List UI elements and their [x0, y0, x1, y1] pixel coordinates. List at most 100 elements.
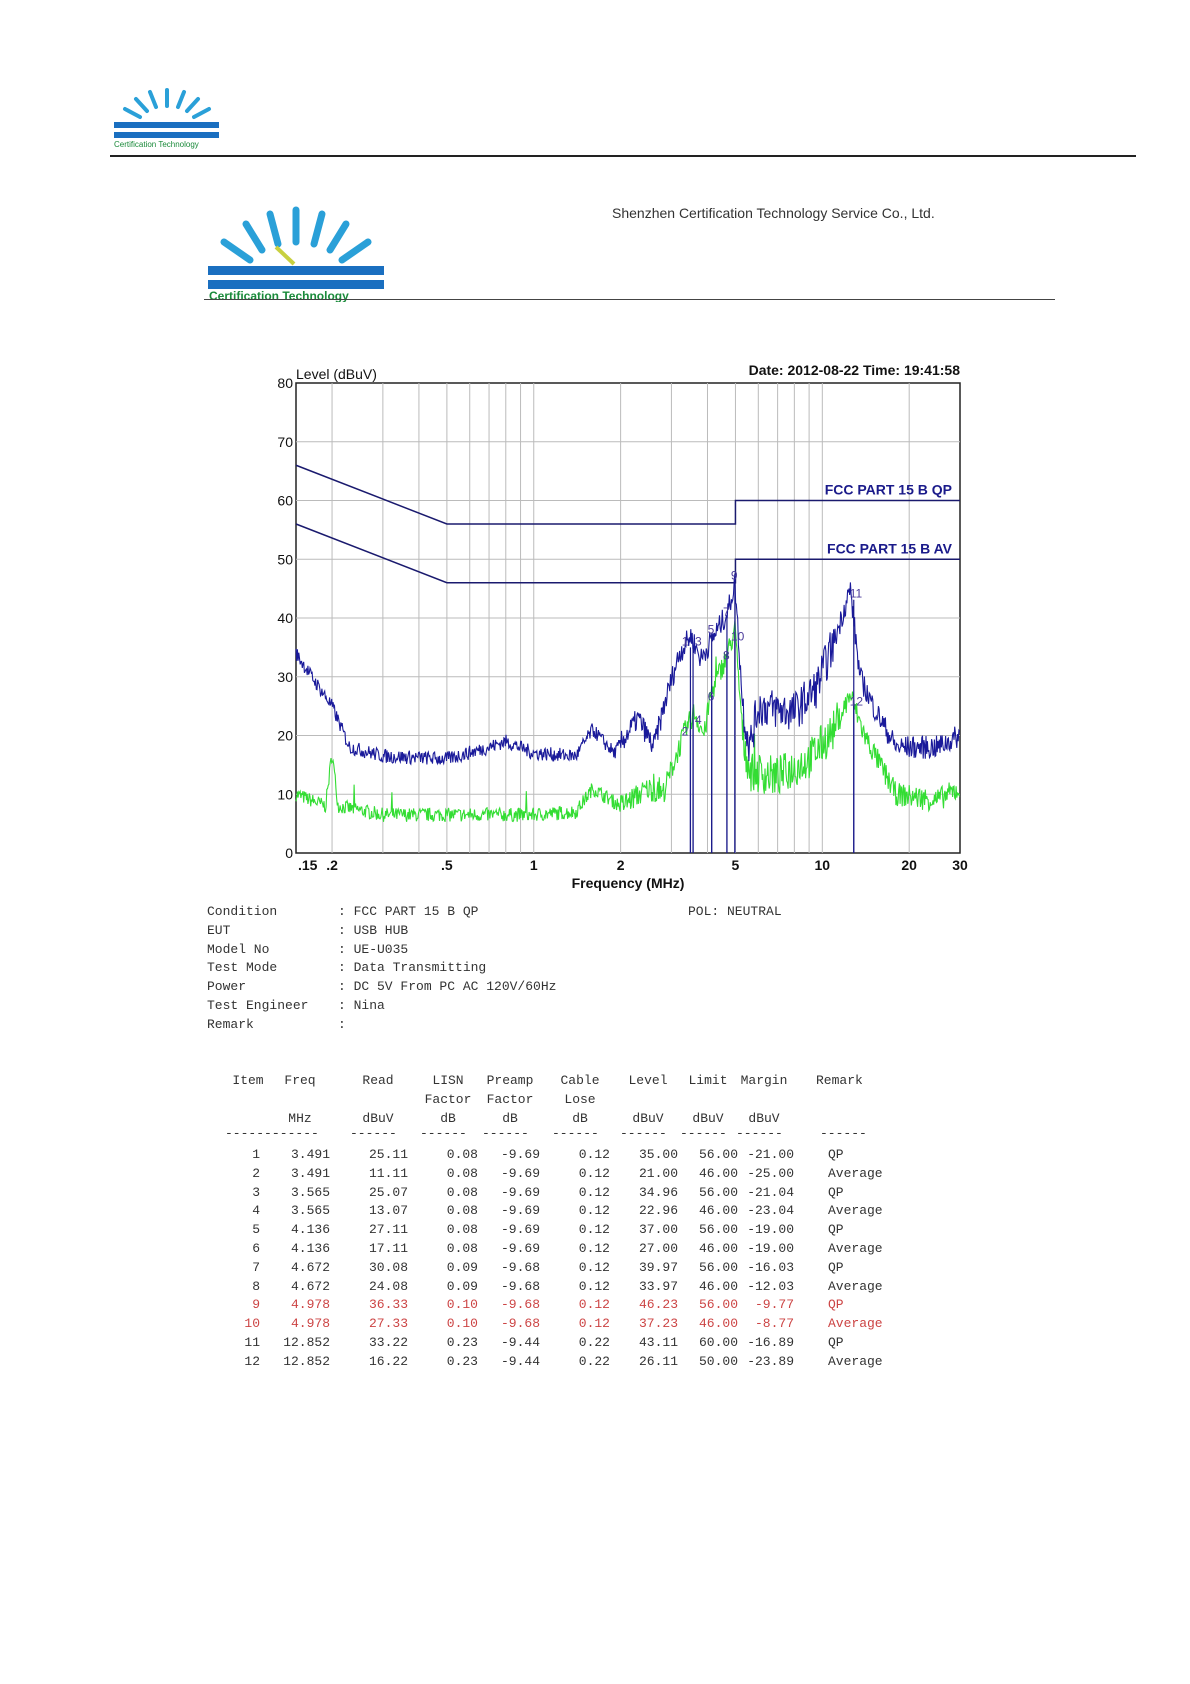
x-tick-label: 2 — [617, 857, 625, 873]
limit-label: FCC PART 15 B AV — [827, 540, 953, 556]
table-cell: 56.00 — [698, 1297, 738, 1313]
table-cell: QP — [828, 1297, 844, 1313]
table-header: Cable — [560, 1073, 600, 1088]
table-cell: 27.00 — [638, 1241, 678, 1256]
table-cell: 30.08 — [368, 1259, 408, 1275]
table-cell: -19.00 — [747, 1241, 794, 1256]
table-header: Preamp — [486, 1073, 534, 1088]
table-cell: 0.12 — [578, 1165, 610, 1181]
table-cell: -21.04 — [747, 1184, 794, 1200]
marker-label: 10 — [731, 629, 745, 643]
table-cell: -9.69 — [500, 1203, 540, 1219]
table-cell: 0.12 — [578, 1259, 610, 1275]
table-cell: 4.672 — [290, 1278, 330, 1294]
table-cell: 43.11 — [638, 1335, 678, 1350]
table-cell: 4.136 — [290, 1241, 330, 1256]
table-cell: 0.08 — [446, 1147, 478, 1162]
table-cell: 0.12 — [578, 1184, 610, 1200]
info-row: Condition : FCC PART 15 B QP — [207, 904, 707, 923]
info-value: : DC 5V From PC AC 120V/60Hz — [338, 979, 557, 995]
marker-label: 12 — [850, 695, 864, 709]
table-cell: 0.12 — [578, 1147, 610, 1162]
table-cell: -9.69 — [500, 1222, 540, 1238]
header-rule: ------ — [420, 1126, 467, 1141]
info-value: : — [338, 1016, 346, 1032]
table-cell: Average — [828, 1353, 883, 1369]
table-cell: -23.89 — [747, 1353, 794, 1369]
x-tick-label: 10 — [815, 857, 831, 873]
table-cell: Average — [828, 1278, 883, 1294]
table-cell: -19.00 — [747, 1222, 794, 1238]
info-value: : USB HUB — [338, 922, 409, 938]
table-cell: 0.23 — [446, 1335, 478, 1350]
table-cell: 8 — [252, 1278, 260, 1294]
table-cell: 3.491 — [290, 1147, 330, 1162]
table-cell: 22.96 — [638, 1203, 678, 1219]
table-cell: 1 — [252, 1147, 260, 1162]
info-key: Condition — [207, 904, 325, 919]
table-cell: -9.69 — [500, 1241, 540, 1256]
table-cell: 12.852 — [283, 1335, 330, 1350]
table-cell: 0.12 — [578, 1278, 610, 1294]
table-header: LISN — [432, 1073, 464, 1088]
table-cell: 4 — [252, 1203, 260, 1219]
table-cell: 24.08 — [368, 1278, 408, 1294]
table-cell: 56.00 — [698, 1184, 738, 1200]
table-header: Freq — [284, 1073, 316, 1088]
table-header: Limit — [688, 1073, 728, 1088]
table-cell: 0.10 — [446, 1316, 478, 1332]
table-cell: 27.11 — [368, 1222, 408, 1238]
table-cell: 11 — [244, 1335, 260, 1350]
table-cell: 0.08 — [446, 1241, 478, 1256]
table-cell: 56.00 — [698, 1222, 738, 1238]
table-cell: 46.00 — [698, 1165, 738, 1181]
info-row: Test Mode : Data Transmitting — [207, 960, 707, 979]
table-cell: 34.96 — [638, 1184, 678, 1200]
table-cell: 4.672 — [290, 1259, 330, 1275]
info-value: : FCC PART 15 B QP — [338, 904, 479, 919]
table-header: dB — [440, 1110, 456, 1126]
table-cell: -9.68 — [500, 1278, 540, 1294]
info-value: : UE-U035 — [338, 941, 409, 957]
table-header: dBuV — [362, 1110, 394, 1126]
x-tick-label: 20 — [901, 857, 917, 873]
table-cell: 0.08 — [446, 1203, 478, 1219]
table-cell: 4.136 — [290, 1222, 330, 1238]
table-cell: 0.22 — [578, 1353, 610, 1369]
table-cell: 46.00 — [698, 1278, 738, 1294]
table-cell: -9.69 — [500, 1184, 540, 1200]
table-cell: 33.97 — [638, 1278, 678, 1294]
table-cell: Average — [828, 1241, 883, 1256]
table-cell: 0.12 — [578, 1222, 610, 1238]
header-rule: ------ — [272, 1126, 319, 1141]
table-cell: 0.09 — [446, 1259, 478, 1275]
header-rule: ------ — [482, 1126, 529, 1141]
header-rule: ------ — [350, 1126, 397, 1141]
table-cell: 0.09 — [446, 1278, 478, 1294]
x-tick-label: 5 — [732, 857, 740, 873]
company-divider — [204, 299, 1055, 300]
table-cell: -12.03 — [747, 1278, 794, 1294]
table-header: Read — [362, 1073, 394, 1088]
info-key: EUT — [207, 922, 325, 938]
info-key: Remark — [207, 1016, 325, 1032]
table-header: Lose — [564, 1091, 596, 1107]
table-cell: 27.33 — [368, 1316, 408, 1332]
table-cell: 25.07 — [368, 1184, 408, 1200]
table-header: Item — [232, 1073, 264, 1088]
table-cell: 3.491 — [290, 1165, 330, 1181]
table-cell: 0.12 — [578, 1241, 610, 1256]
info-key: Test Engineer — [207, 998, 309, 1013]
marker-label: 9 — [731, 568, 738, 582]
table-cell: Average — [828, 1203, 883, 1219]
table-cell: QP — [828, 1222, 844, 1238]
table-cell: -16.89 — [747, 1335, 794, 1350]
info-row: Remark : — [207, 1017, 707, 1036]
table-cell: 5 — [252, 1222, 260, 1238]
average-trace — [295, 620, 961, 823]
y-tick-label: 0 — [285, 845, 293, 861]
table-cell: 50.00 — [698, 1353, 738, 1369]
header-divider — [110, 155, 1136, 157]
table-header: dBuV — [692, 1110, 724, 1126]
header-rule: ------- — [225, 1126, 280, 1141]
